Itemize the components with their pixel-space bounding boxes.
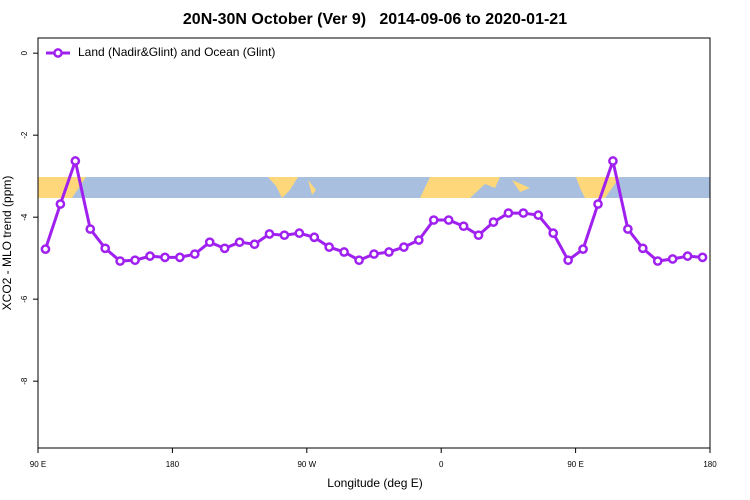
point	[488, 217, 499, 227]
plot-frame	[37, 37, 711, 449]
point	[593, 199, 603, 209]
point	[279, 230, 290, 241]
point	[637, 243, 648, 254]
x-axis-label: Longitude (deg E)	[327, 476, 422, 490]
point	[443, 215, 454, 225]
point	[578, 244, 588, 254]
point	[458, 221, 469, 232]
point	[85, 224, 96, 234]
point	[354, 255, 364, 266]
point	[608, 156, 618, 166]
point	[145, 251, 155, 261]
x-tick-label: 90 E	[567, 460, 583, 469]
point	[219, 243, 230, 254]
point	[115, 256, 125, 266]
point	[160, 252, 170, 263]
x-tick-label: 0	[439, 460, 444, 469]
point	[175, 252, 185, 263]
y-tick-label: -4	[20, 213, 29, 221]
y-tick-label: 0	[20, 50, 29, 55]
point	[309, 232, 320, 243]
point	[399, 242, 409, 252]
point	[339, 247, 349, 257]
legend-marker	[53, 48, 63, 58]
y-tick-label: -8	[20, 377, 29, 385]
point	[324, 242, 335, 252]
point	[234, 237, 245, 248]
point	[249, 239, 260, 250]
chart-title: 20N-30N October (Ver 9) 2014-09-06 to 20…	[183, 11, 567, 28]
point	[682, 251, 693, 261]
point	[652, 256, 663, 266]
series-line	[44, 155, 703, 263]
point	[413, 235, 424, 245]
point	[100, 243, 111, 254]
x-tick-label: 90 W	[297, 460, 316, 469]
point	[294, 228, 305, 239]
point	[548, 228, 559, 239]
point	[503, 208, 514, 218]
y-axis-label: XCO2 - MLO trend (ppm)	[0, 176, 14, 311]
point	[189, 249, 200, 259]
point	[40, 244, 51, 254]
point	[264, 229, 275, 239]
point	[667, 254, 678, 264]
x-tick-label: 180	[166, 460, 180, 469]
point	[369, 249, 379, 259]
y-tick-label: -2	[20, 131, 29, 139]
x-tick-label: 180	[703, 460, 717, 469]
point	[204, 237, 215, 248]
point	[473, 230, 484, 241]
map-strip	[38, 177, 710, 198]
x-tick-label: 90 E	[30, 460, 46, 469]
point	[563, 255, 573, 266]
point	[697, 252, 708, 263]
y-tick-label: -6	[20, 295, 29, 303]
point	[518, 208, 529, 218]
legend-label: Land (Nadir&Glint) and Ocean (Glint)	[78, 45, 275, 59]
point	[55, 199, 66, 209]
point	[623, 224, 633, 234]
point	[130, 255, 140, 266]
point	[384, 247, 394, 257]
point	[428, 215, 439, 225]
point	[533, 210, 544, 220]
point	[70, 156, 81, 166]
